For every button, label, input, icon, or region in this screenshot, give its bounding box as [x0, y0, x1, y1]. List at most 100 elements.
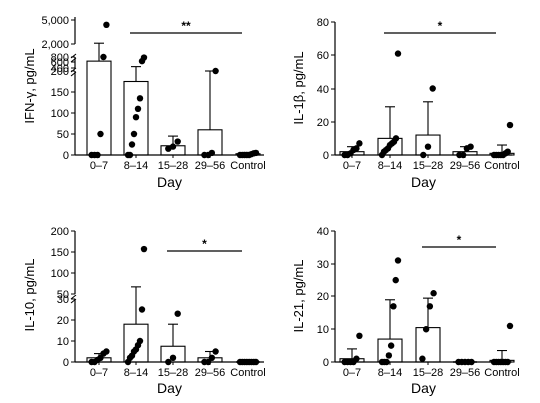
data-point [174, 138, 181, 145]
data-point [392, 276, 399, 284]
y-tick-label: 40 [317, 84, 329, 96]
y-tick-label: 10 [57, 336, 69, 348]
data-point [132, 114, 140, 121]
y-tick-label: 800 [51, 52, 69, 64]
y-axis-label: IL-1β, pg/mL [291, 51, 306, 124]
data-point [459, 151, 467, 159]
x-tick-label: 29–56 [450, 367, 481, 379]
y-tick-label: 30 [57, 294, 69, 306]
x-tick-label: 29–56 [195, 367, 226, 379]
x-axis-label: Day [157, 174, 182, 190]
y-tick-label: 5,000 [41, 15, 69, 27]
data-point [356, 332, 363, 339]
data-point [208, 149, 216, 157]
data-point [136, 337, 144, 345]
x-tick-label: 8–14 [378, 160, 402, 172]
y-tick-label: 80 [317, 17, 329, 29]
y-axis-label: IFN-γ, pg/mL [22, 48, 37, 123]
mean-bar [377, 338, 403, 363]
y-tick-label: 200 [51, 66, 69, 78]
y-tick-label: 20 [317, 117, 329, 129]
x-tick-label: 0–7 [90, 160, 108, 172]
y-tick-label: 40 [317, 226, 329, 238]
data-point [94, 151, 101, 159]
y-axis-label: IL-10, pg/mL [22, 259, 37, 332]
data-point [136, 95, 144, 102]
data-point [140, 245, 148, 253]
data-point [429, 85, 436, 92]
x-axis-label: Day [157, 380, 182, 396]
data-point [208, 354, 216, 361]
data-point [426, 303, 434, 310]
data-point [394, 257, 402, 264]
y-tick-label: 50 [57, 289, 69, 301]
y-tick-label: 0 [63, 150, 69, 162]
x-tick-label: Control [230, 160, 265, 172]
y-tick-label: 150 [51, 247, 69, 259]
x-tick-label: 8–14 [124, 160, 148, 172]
data-point [504, 148, 511, 155]
x-tick-label: 8–14 [124, 367, 148, 379]
data-point [419, 355, 426, 362]
y-tick-label: 30 [317, 259, 329, 271]
data-point [126, 151, 134, 159]
axis-break-mark [70, 294, 77, 304]
mean-bar [86, 60, 112, 156]
data-point [385, 352, 393, 359]
data-point [140, 54, 148, 61]
y-tick-label: 60 [317, 50, 329, 62]
y-tick-label: 200 [51, 226, 69, 238]
data-point [212, 348, 219, 355]
data-point [130, 130, 138, 138]
significance-label: * [457, 233, 462, 247]
data-point [383, 358, 390, 366]
x-axis-label: Day [411, 174, 436, 190]
data-point [100, 53, 107, 61]
panel-il1b: 0 20 40 60 80 IL-1β, pg/mL Day 0–7 8–14 15–28 29–5… [291, 17, 520, 190]
x-tick-label: 15–28 [158, 367, 189, 379]
significance-label: * [438, 19, 443, 33]
data-point [252, 149, 260, 157]
data-point [430, 290, 437, 297]
data-point [252, 358, 260, 366]
data-point [103, 21, 110, 28]
data-point [394, 50, 402, 57]
y-tick-label: 20 [57, 315, 69, 327]
x-tick-label: 15–28 [158, 160, 189, 172]
data-point [390, 303, 397, 310]
y-tick-label: 20 [317, 291, 329, 303]
x-tick-label: 15–28 [413, 160, 444, 172]
data-point [138, 306, 146, 313]
y-tick-label: 2,000 [41, 39, 69, 51]
data-point [424, 143, 432, 150]
x-tick-label: 8–14 [378, 367, 402, 379]
y-tick-label: 0 [63, 357, 69, 369]
data-point [134, 105, 142, 113]
y-tick-label: 0 [323, 150, 329, 162]
data-point [353, 145, 360, 152]
data-point [353, 355, 360, 362]
panel-il21: 0 10 20 30 40 IL-21, pg/mL Day 0–7 8–14 15–28 29–5… [291, 226, 520, 396]
x-tick-label: 15–28 [413, 367, 444, 379]
data-point [420, 151, 427, 159]
data-point [467, 143, 474, 150]
data-point [506, 121, 514, 129]
data-point [169, 143, 177, 150]
x-tick-label: Control [230, 367, 265, 379]
data-point [103, 348, 110, 355]
data-point [387, 342, 395, 349]
x-axis-label: Day [411, 380, 436, 396]
data-point [165, 358, 172, 366]
y-tick-label: 10 [317, 324, 329, 336]
significance-label: * [202, 237, 207, 251]
y-tick-label: 600 [51, 57, 69, 69]
y-axis-label: IL-21, pg/mL [291, 260, 306, 333]
data-point [128, 141, 136, 148]
y-tick-label: 100 [51, 108, 69, 120]
data-point [169, 354, 177, 361]
y-tick-label: 100 [51, 268, 69, 280]
x-tick-label: 0–7 [343, 160, 361, 172]
significance-label: ** [181, 19, 191, 33]
